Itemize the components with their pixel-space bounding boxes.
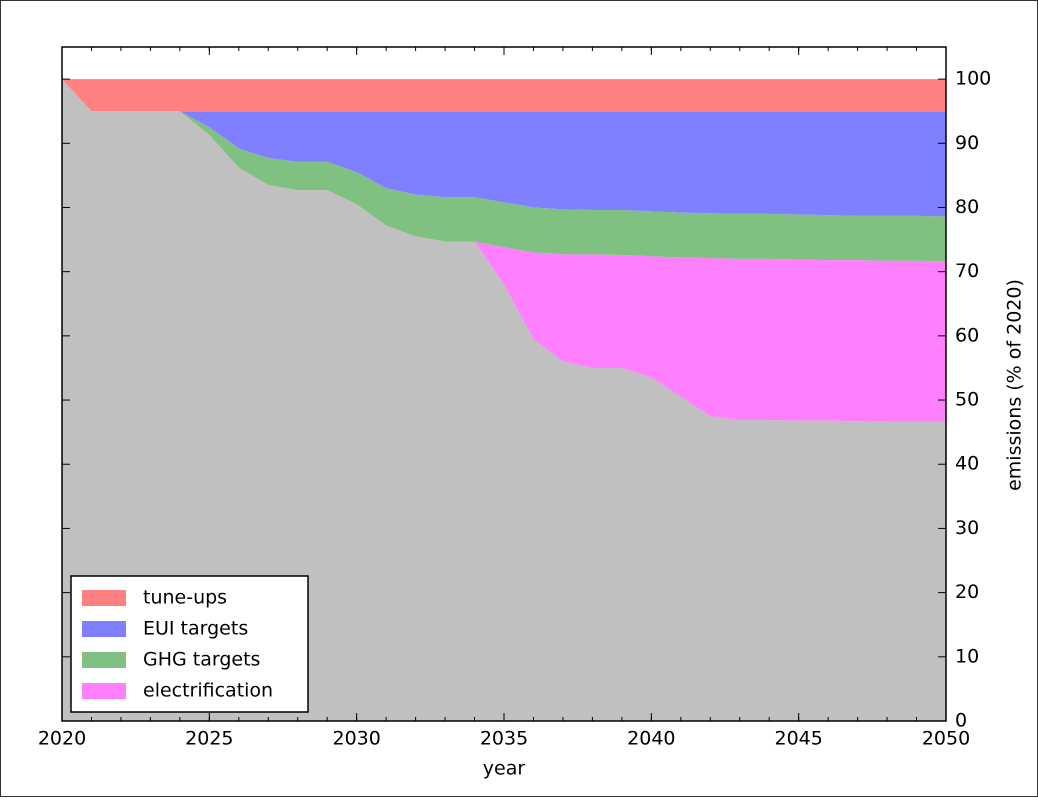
legend-label: EUI targets: [143, 618, 248, 640]
x-tick-label: 2045: [774, 728, 822, 750]
y-tick-label: 100: [955, 68, 991, 90]
y-axis-label: emissions (% of 2020): [1004, 279, 1026, 491]
y-tick-label: 70: [955, 260, 979, 282]
y-tick-label: 80: [955, 196, 979, 218]
x-tick-label: 2050: [922, 728, 970, 750]
legend-swatch: [82, 652, 126, 668]
legend-label: GHG targets: [143, 649, 260, 671]
y-tick-label: 30: [955, 517, 979, 539]
area: [62, 79, 946, 422]
legend-swatch: [82, 683, 126, 699]
y-tick-label: 60: [955, 324, 979, 346]
y-tick-label: 20: [955, 581, 979, 603]
area: [62, 79, 946, 722]
x-tick-label: 2035: [480, 728, 528, 750]
x-tick-label: 2025: [185, 728, 233, 750]
legend-swatch: [82, 590, 126, 606]
y-tick-label: 90: [955, 132, 979, 154]
legend-label: tune-ups: [143, 587, 227, 609]
x-axis-label: year: [483, 758, 526, 780]
y-tick-label: 50: [955, 389, 979, 411]
x-tick-label: 2040: [627, 728, 675, 750]
legend: tune-ups EUI targets GHG targets electrific…: [70, 575, 309, 713]
y-tick-label: 0: [955, 710, 967, 732]
y-tick-label: 10: [955, 645, 979, 667]
x-tick-label: 2030: [332, 728, 380, 750]
legend-label: electrification: [143, 680, 273, 702]
x-tick-label: 2020: [38, 728, 86, 750]
area: [62, 79, 946, 112]
legend-swatch: [82, 621, 126, 637]
area: [62, 79, 946, 262]
y-tick-label: 40: [955, 453, 979, 475]
area: [62, 79, 946, 217]
